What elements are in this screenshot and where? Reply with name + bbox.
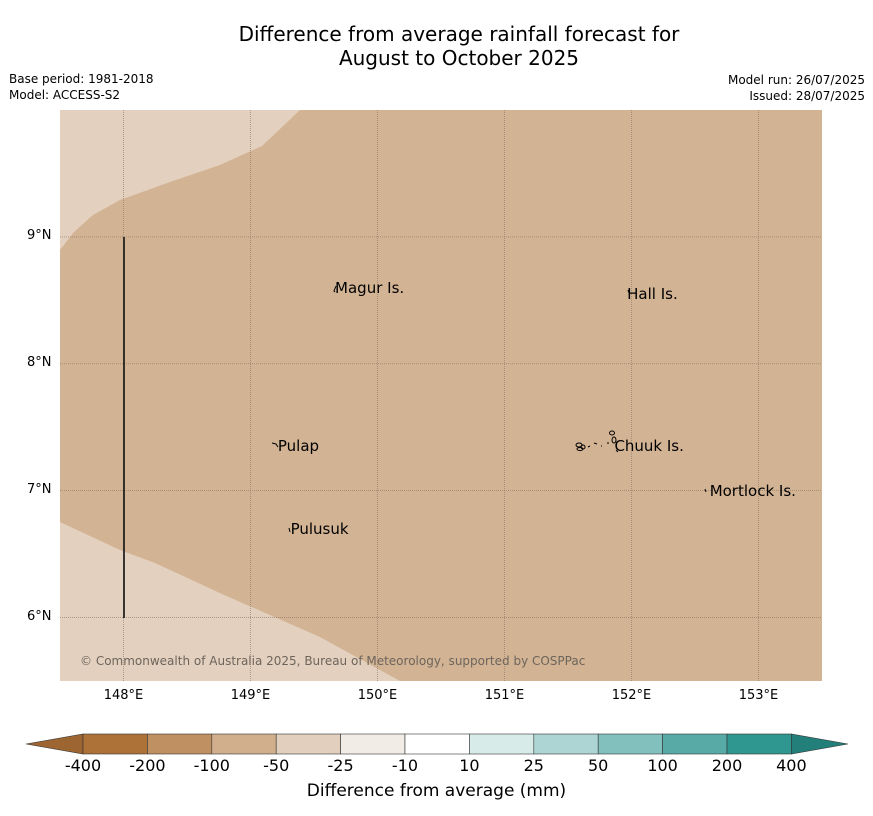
latitude-label: 8°N	[27, 354, 52, 370]
meta-left: Base period: 1981-2018 Model: ACCESS-S2	[9, 71, 154, 103]
colorbar-tick: 100	[647, 756, 678, 775]
longitude-label: 150°E	[357, 688, 398, 703]
island-outlines	[271, 285, 707, 533]
pulusuk-island-shape	[288, 527, 291, 533]
colorbar-bin	[533, 733, 599, 755]
pulap-island-shape	[271, 442, 279, 448]
place-label: Pulusuk	[290, 519, 349, 538]
graticule	[60, 110, 822, 681]
latitude-label: 6°N	[27, 608, 52, 624]
map-title: Difference from average rainfall forecas…	[0, 22, 873, 70]
colorbar-tick: -25	[327, 756, 354, 775]
colorbar-bin	[340, 733, 406, 755]
meta-right: Model run: 26/07/2025 Issued: 28/07/2025	[728, 72, 865, 104]
colorbar-bin	[147, 733, 213, 755]
model-run: Model run: 26/07/2025	[727, 73, 865, 87]
colorbar-bin	[211, 733, 277, 755]
colorbar-tick: -100	[193, 756, 230, 775]
title-line-2: August to October 2025	[338, 46, 580, 70]
colorbar-over-triangle	[791, 733, 849, 755]
colorbar-tick: 10	[459, 756, 480, 775]
colorbar-bin	[82, 733, 148, 755]
longitude-label: 149°E	[230, 688, 271, 703]
colorbar-bin	[469, 733, 535, 755]
hall-island-shape	[627, 289, 630, 294]
longitude-label: 151°E	[484, 688, 525, 703]
mortlock-island-shape	[704, 488, 707, 493]
chuuk-lagoon-islands	[575, 430, 619, 453]
latitude-label: 9°N	[27, 227, 52, 243]
issued-date: Issued: 28/07/2025	[749, 89, 865, 103]
colorbar-bin	[726, 733, 792, 755]
place-label: Chuuk Is.	[614, 437, 684, 456]
colorbar-tick: 25	[523, 756, 544, 775]
colorbar-tick: 50	[588, 756, 609, 775]
colorbar-bin	[597, 733, 663, 755]
longitude-label: 152°E	[611, 688, 652, 703]
map-panel	[60, 110, 822, 681]
model-name: Model: ACCESS-S2	[9, 88, 121, 102]
colorbar-tick: -400	[64, 756, 102, 775]
longitude-label: 153°E	[738, 688, 779, 703]
colorbar-under-triangle	[25, 733, 84, 755]
copyright-notice: © Commonwealth of Australia 2025, Bureau…	[80, 654, 586, 668]
colorbar-tick: 400	[776, 756, 807, 775]
colorbar-tick: -200	[129, 756, 166, 775]
colorbar-bin	[662, 733, 728, 755]
longitude-label: 148°E	[103, 688, 144, 703]
colorbar-tick: -10	[391, 756, 419, 775]
base-period: Base period: 1981-2018	[9, 72, 154, 86]
colorbar-tick: -50	[263, 756, 290, 775]
colorbar-bin	[404, 733, 470, 755]
place-label: Mortlock Is.	[709, 481, 796, 500]
title-line-1: Difference from average rainfall forecas…	[238, 22, 680, 46]
colorbar-title: Difference from average (mm)	[306, 781, 567, 801]
map-canvas	[60, 110, 822, 681]
colorbar	[25, 733, 849, 755]
magur-island-shape	[333, 285, 337, 293]
colorbar-tick: 200	[711, 756, 743, 775]
place-label: Pulap	[277, 437, 320, 456]
colorbar-bin	[275, 733, 341, 755]
place-label: Hall Is.	[627, 284, 678, 303]
latitude-label: 7°N	[27, 481, 52, 497]
place-label: Magur Is.	[335, 278, 405, 297]
